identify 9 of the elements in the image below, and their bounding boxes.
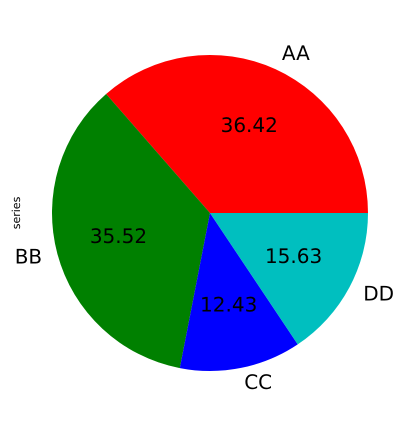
- data-label: 36.42: [220, 113, 278, 138]
- data-label: 35.52: [90, 224, 148, 248]
- slice-label: DD: [363, 281, 394, 306]
- data-label: 15.63: [264, 244, 322, 268]
- data-label: 12.43: [200, 292, 258, 316]
- slice-label: BB: [14, 244, 42, 269]
- slice-label: AA: [282, 41, 310, 66]
- slice-label: CC: [244, 370, 272, 394]
- text: series: [10, 196, 23, 230]
